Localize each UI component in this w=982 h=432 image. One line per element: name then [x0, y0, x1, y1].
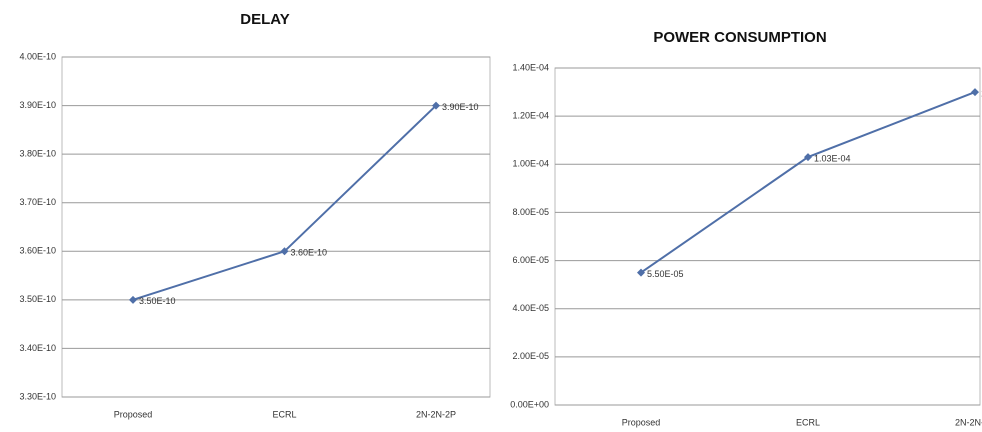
y-tick-label: 3.30E-10: [19, 391, 56, 401]
y-tick-label: 1.40E-04: [512, 62, 549, 72]
y-tick-label: 3.90E-10: [19, 100, 56, 110]
data-label: 1.03E-04: [814, 153, 851, 163]
y-tick-label: 4.00E-05: [512, 303, 549, 313]
y-tick-label: 3.60E-10: [19, 246, 56, 256]
y-tick-label: 8.00E-05: [512, 207, 549, 217]
marker: [971, 88, 979, 97]
data-label: 3.90E-10: [442, 102, 479, 112]
x-tick-label: 2N-2N-2P: [416, 409, 456, 419]
marker: [637, 268, 645, 277]
chart-title: POWER CONSUMPTION: [653, 29, 826, 46]
x-tick-label: ECRL: [272, 409, 296, 419]
marker: [432, 101, 440, 110]
data-label: 3.50E-10: [139, 296, 176, 306]
y-tick-label: 0.00E+00: [510, 399, 549, 409]
x-tick-label: Proposed: [114, 409, 153, 419]
y-tick-label: 6.00E-05: [512, 255, 549, 265]
plot-border: [61, 56, 491, 398]
y-tick-label: 1.00E-04: [512, 159, 549, 169]
marker: [280, 247, 289, 256]
x-tick-label: 2N-2N-2P: [955, 417, 982, 427]
chart-title: DELAY: [240, 11, 289, 28]
data-label: 3.60E-10: [291, 248, 328, 258]
y-tick-label: 3.70E-10: [19, 197, 56, 207]
y-tick-label: 3.40E-10: [19, 343, 56, 353]
y-tick-label: 3.80E-10: [19, 149, 56, 159]
x-tick-label: Proposed: [622, 417, 661, 427]
marker: [804, 153, 812, 162]
plot-border: [554, 67, 981, 406]
y-tick-label: 1.20E-04: [512, 111, 549, 121]
data-label: 5.50E-05: [647, 269, 684, 279]
marker: [129, 295, 137, 304]
line: [640, 91, 976, 274]
y-tick-label: 2.00E-05: [512, 351, 549, 361]
y-tick-label: 4.00E-10: [19, 51, 56, 61]
x-tick-label: ECRL: [796, 417, 820, 427]
y-tick-label: 3.50E-10: [19, 294, 56, 304]
